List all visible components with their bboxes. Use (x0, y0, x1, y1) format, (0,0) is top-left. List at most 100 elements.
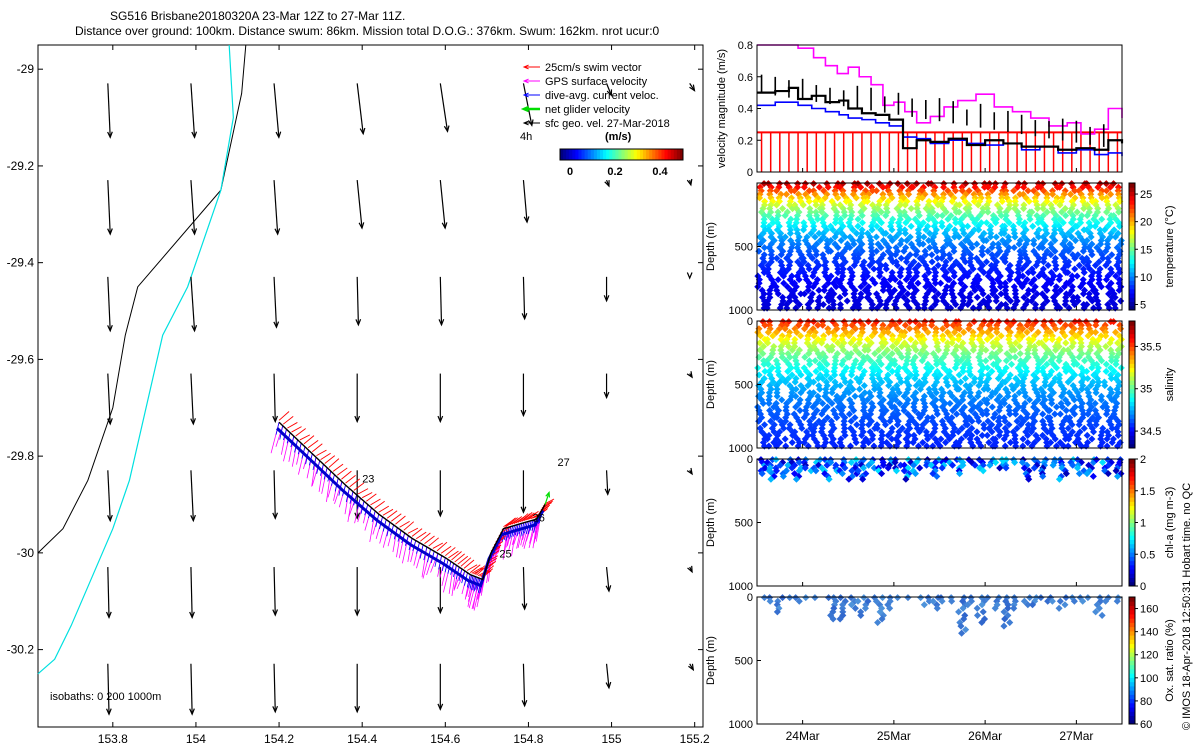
profile-point (773, 414, 781, 422)
profile-point (781, 435, 789, 443)
profile-point (907, 335, 915, 343)
profile-point (1013, 417, 1021, 425)
isobath-200m (37, 44, 234, 675)
profile-point (996, 346, 1004, 354)
profile-point (927, 180, 935, 188)
profile-point (825, 594, 833, 602)
profile-point (955, 208, 963, 216)
swim-vector (511, 516, 523, 525)
profile-point (782, 378, 790, 386)
profile-point (800, 290, 808, 298)
profile-point (984, 208, 992, 216)
colorbar-label: chl-a (mg m-3) (1164, 487, 1176, 559)
sfc-velocity-vector (272, 663, 279, 714)
profile-point (847, 417, 855, 425)
profile-point (1016, 342, 1024, 351)
profile-point (795, 467, 803, 475)
colorbar-cell (1129, 276, 1135, 281)
profile-point (819, 233, 827, 241)
profile-point (859, 464, 868, 472)
profile-point (884, 364, 892, 372)
profile-point (892, 467, 901, 475)
profile-point (912, 251, 920, 259)
sfc-velocity-vector (439, 180, 448, 230)
profile-point (918, 382, 926, 390)
swim-vector (361, 492, 373, 499)
profile-point (1026, 594, 1034, 602)
colorbar-cell (1129, 384, 1135, 390)
profile-point (888, 236, 896, 245)
profile-point (986, 461, 994, 469)
profile-point (900, 332, 908, 340)
profile-point (1056, 410, 1064, 418)
profile-point (808, 254, 816, 262)
profile-point (960, 328, 968, 336)
profile-point (1029, 222, 1037, 230)
legend-swatch (520, 105, 540, 113)
profile-point (905, 283, 913, 291)
profile-point (845, 475, 853, 483)
profile-point (950, 233, 959, 241)
profile-point (846, 442, 855, 450)
colorbar-cell (1129, 333, 1135, 339)
profile-point (1092, 328, 1100, 336)
colorbar-cell (599, 149, 604, 160)
colorbar-cell (1129, 401, 1135, 407)
profile-point (948, 461, 957, 469)
profile-point (845, 410, 854, 418)
profile-point (1056, 318, 1064, 326)
profile-point (988, 428, 996, 436)
profile-point (778, 204, 787, 213)
colorbar-cell (664, 149, 669, 160)
profile-point (841, 378, 849, 386)
colorbar-frame (1128, 182, 1136, 311)
profile-point (772, 456, 780, 464)
profile-point (1004, 389, 1012, 397)
profile-point (1003, 318, 1011, 326)
profile-point (988, 403, 996, 411)
profile-point (891, 458, 899, 466)
profile-point (850, 406, 858, 415)
colorbar-cell (609, 149, 613, 160)
profile-point (769, 332, 777, 340)
profile-point (993, 396, 1001, 404)
profile-point (891, 276, 899, 284)
colorbar-cell (658, 149, 662, 160)
profile-point (833, 414, 841, 422)
legend-swatch (522, 92, 540, 98)
profile-point (872, 233, 880, 241)
profile-point (870, 442, 878, 450)
profile-point (795, 458, 803, 466)
colorbar-cell (621, 149, 626, 160)
colorbar-cell (569, 149, 573, 160)
profile-point (848, 467, 856, 475)
profile-point (850, 240, 858, 248)
profile-point (947, 212, 955, 220)
swim-vector (466, 564, 478, 571)
profile-point (979, 608, 987, 616)
profile-point (911, 406, 919, 415)
profile-point (918, 194, 926, 202)
profile-point (888, 226, 896, 234)
profile-point (804, 286, 812, 294)
profile-point (1011, 233, 1019, 241)
profile-point (961, 258, 969, 266)
colorbar-cell (566, 149, 570, 160)
map-xtick-label: 155.2 (680, 732, 710, 746)
profile-point (983, 431, 991, 439)
profile-point (863, 180, 871, 188)
profile-point (897, 254, 905, 262)
swim-vector (374, 500, 385, 509)
profile-point (928, 258, 936, 266)
profile-point (841, 464, 849, 472)
profile-point (851, 604, 859, 612)
profile-point (858, 219, 866, 227)
profile-point (922, 226, 930, 234)
profile-point (1019, 382, 1027, 390)
colorbar-cell (1129, 380, 1135, 385)
colorbar-cell (1129, 719, 1135, 725)
profile-point (982, 236, 990, 245)
profile-point (772, 328, 780, 336)
profile-point (900, 392, 908, 400)
profile-point (1001, 258, 1009, 266)
